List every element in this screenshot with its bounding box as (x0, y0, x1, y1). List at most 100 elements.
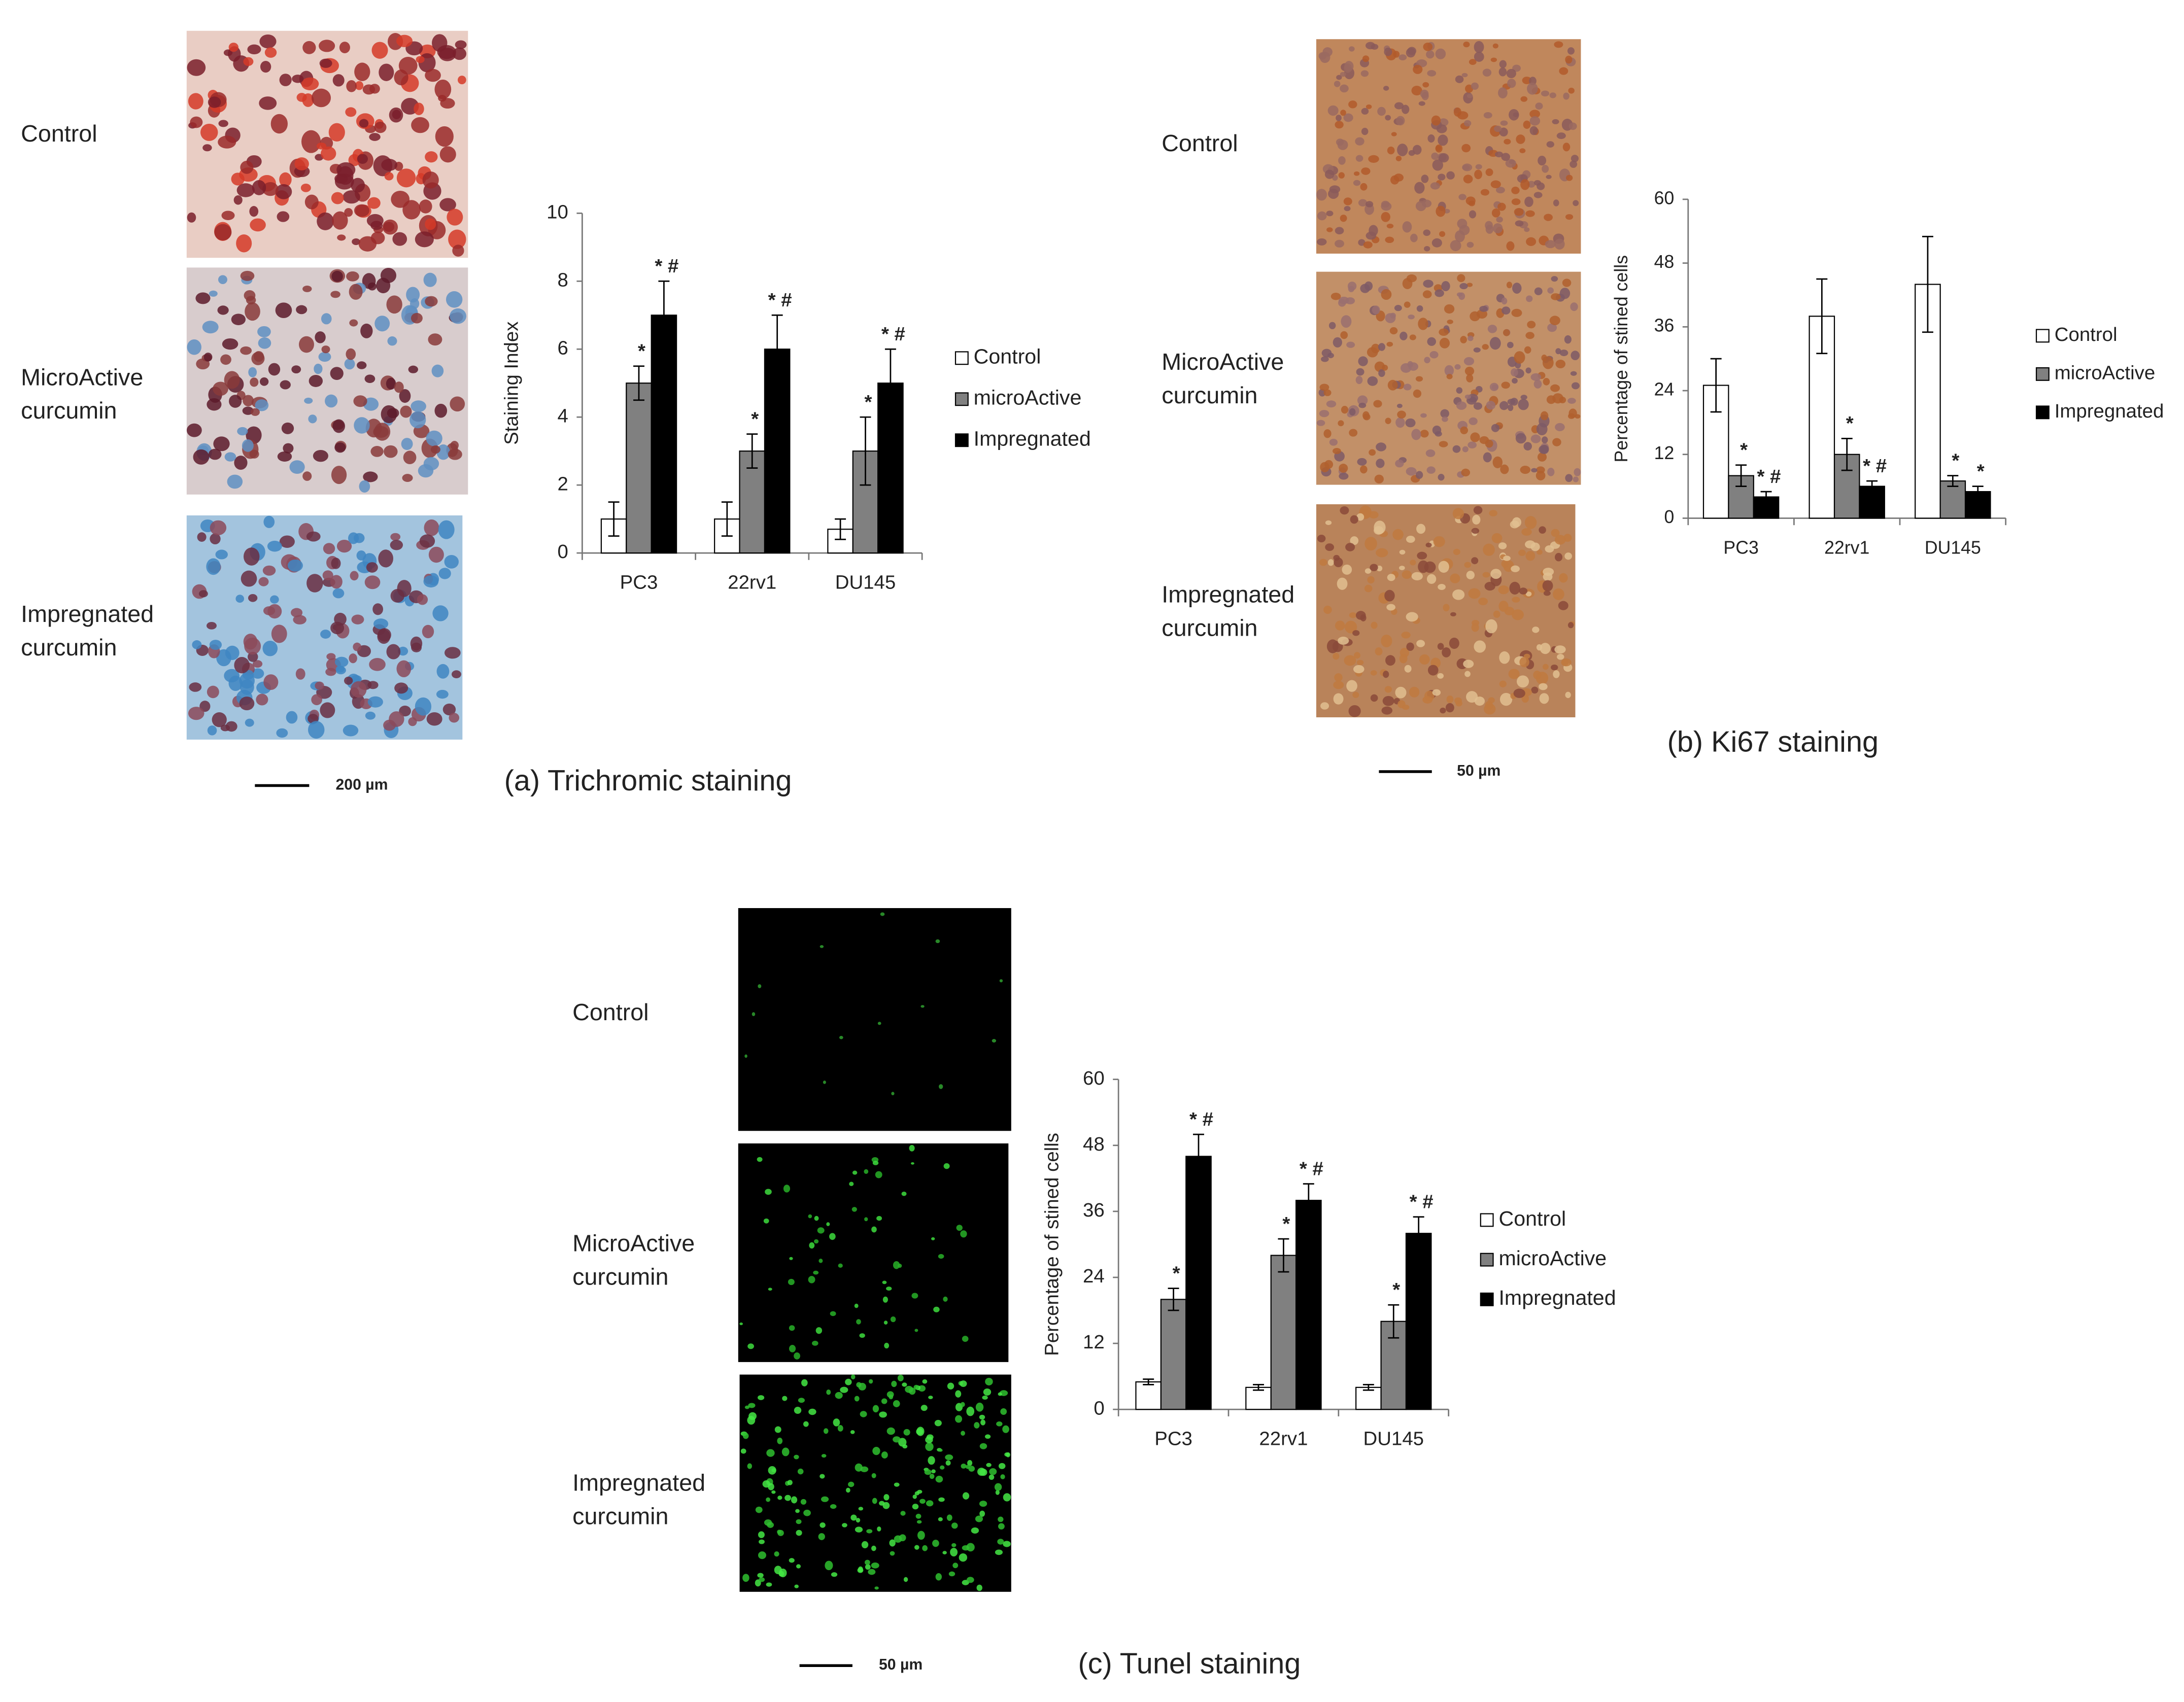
cell (1530, 542, 1540, 551)
cell (872, 1447, 880, 1455)
cell (331, 558, 341, 569)
cell (998, 1523, 1005, 1530)
bar (1185, 1156, 1212, 1410)
cell (744, 1054, 747, 1058)
cell (425, 296, 438, 307)
cell (309, 374, 323, 387)
cell (1571, 351, 1580, 361)
cell (390, 533, 401, 541)
legend-label: Control (2055, 324, 2118, 345)
cell (992, 1039, 997, 1043)
cell (1406, 536, 1415, 543)
cell (220, 724, 230, 732)
cell (1333, 681, 1344, 689)
cell (1407, 361, 1413, 368)
cell (1519, 587, 1528, 595)
cell (1438, 584, 1446, 590)
cell (748, 1403, 756, 1408)
cell (890, 1316, 896, 1323)
legend-label: Control (974, 345, 1041, 368)
cell (403, 450, 417, 465)
cell (864, 1217, 868, 1222)
cell (988, 1474, 995, 1480)
cell (1512, 283, 1522, 294)
cell (1338, 420, 1344, 427)
cell (213, 381, 228, 396)
cell (363, 471, 378, 482)
cell (789, 1325, 795, 1331)
cell (279, 74, 292, 86)
error-bar (1816, 278, 1828, 355)
bar (1160, 1299, 1187, 1410)
cell (1462, 165, 1470, 170)
cell (453, 47, 467, 60)
cell (369, 133, 381, 141)
cell (1524, 346, 1531, 354)
cell (1466, 374, 1474, 383)
cell (1356, 513, 1364, 521)
error-bar (608, 501, 620, 537)
cell (422, 624, 434, 639)
cell (1353, 171, 1360, 176)
cell (1511, 198, 1521, 205)
cell (1529, 116, 1541, 126)
cell (1555, 423, 1565, 431)
cell (1402, 105, 1410, 114)
cell (1387, 146, 1395, 155)
cell (1524, 516, 1537, 529)
cell (1568, 408, 1577, 419)
x-tick-label: PC3 (1154, 1428, 1192, 1450)
bar (651, 315, 677, 554)
cell (1352, 691, 1359, 698)
cell (1369, 511, 1379, 519)
cell (213, 436, 230, 451)
cell (218, 120, 228, 127)
cell (778, 1571, 784, 1577)
cell (999, 979, 1003, 983)
cell (984, 1434, 991, 1439)
cell (1399, 566, 1405, 570)
legend-label: microActive (1499, 1246, 1607, 1270)
cell (325, 394, 338, 408)
significance-label: * (1952, 449, 1959, 471)
cell (922, 1379, 928, 1384)
cell (373, 618, 389, 630)
panel-caption: (a) Trichromic staining (504, 765, 792, 797)
cell (864, 1169, 869, 1174)
cell (397, 580, 412, 597)
cell (372, 603, 383, 615)
cell (882, 1296, 888, 1303)
cell (277, 451, 292, 462)
cell (1461, 144, 1471, 153)
cell (950, 1548, 958, 1557)
cell (200, 123, 218, 141)
cell (302, 41, 316, 54)
cell (1370, 694, 1378, 702)
cell (1526, 237, 1537, 246)
cell (1542, 580, 1553, 592)
y-tick-label: 4 (558, 405, 568, 427)
cell (419, 534, 435, 548)
cell (1350, 515, 1358, 524)
cell (353, 395, 367, 407)
cell (1441, 281, 1450, 292)
cell (394, 70, 408, 86)
cell (917, 1531, 925, 1540)
cell (912, 1504, 919, 1510)
cell (359, 119, 369, 128)
cell (1554, 645, 1566, 654)
cell (1547, 468, 1555, 476)
cell (1427, 70, 1437, 77)
cell (911, 1293, 918, 1299)
cell (304, 194, 319, 210)
cell (1416, 640, 1425, 647)
cell (1336, 115, 1342, 121)
cell (909, 1387, 916, 1395)
y-tick-label: 36 (1654, 316, 1675, 336)
cell (262, 565, 276, 576)
cell (1341, 406, 1349, 414)
cell (1531, 468, 1538, 473)
cell (1529, 110, 1541, 118)
x-tick-label: 22rv1 (1824, 537, 1869, 558)
cell (1516, 134, 1525, 144)
